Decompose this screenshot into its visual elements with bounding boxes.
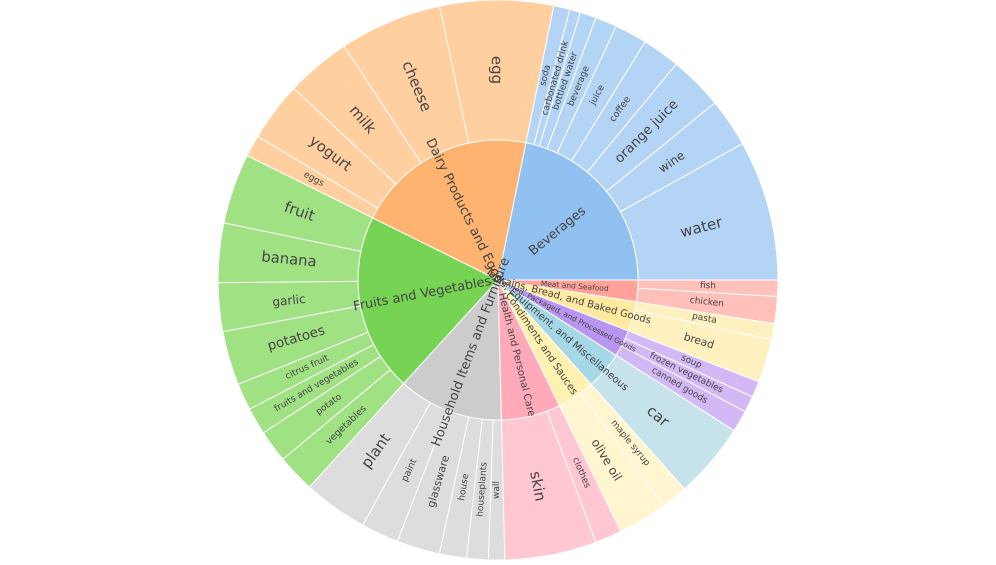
leaf-label-fish: fish: [700, 281, 716, 291]
leaf-label-egg: egg: [488, 56, 506, 84]
leaf-label-garlic: garlic: [272, 292, 307, 309]
category-slice-fruits-and-vegetables[interactable]: [357, 217, 499, 385]
leaf-label-chicken: chicken: [689, 296, 724, 310]
leaf-label-house: house: [457, 473, 471, 502]
leaf-label-skin: skin: [526, 470, 549, 503]
leaf-label-wall: wall: [492, 481, 502, 499]
category-slice-household-items-and-furniture[interactable]: [403, 278, 502, 421]
leaf-label-soda: soda: [539, 64, 554, 87]
category-slice-dairy-products-and-eggs[interactable]: [371, 139, 527, 281]
leaf-label-houseplants: houseplants: [476, 461, 490, 517]
category-slice-beverages[interactable]: [497, 142, 639, 281]
leaf-label-banana: banana: [261, 248, 318, 270]
leaf-label-pasta: pasta: [691, 312, 717, 326]
category-slice-meat-and-seafood[interactable]: [497, 279, 639, 303]
